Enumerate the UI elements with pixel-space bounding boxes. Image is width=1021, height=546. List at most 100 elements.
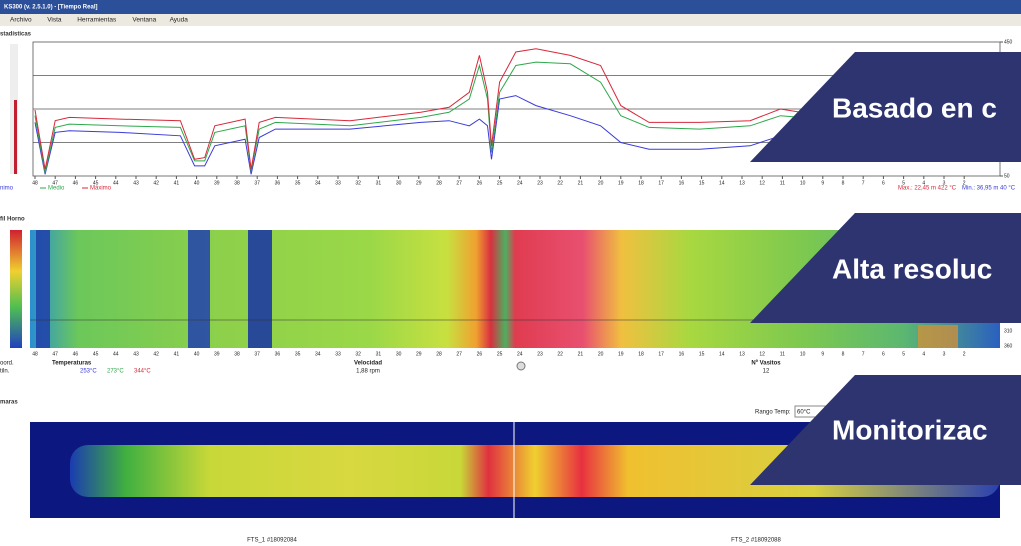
x-tick-label: 40 xyxy=(194,180,200,186)
camera-name: FTS_2 #18092088 xyxy=(731,538,781,544)
window-title: KS300 (v. 2.5.1.0) - [Tiempo Real] xyxy=(4,5,97,11)
heatmap-band xyxy=(188,230,210,348)
x-tick-label: 42 xyxy=(153,351,159,357)
x-tick-label: 11 xyxy=(780,351,785,357)
title-bar xyxy=(0,0,1021,14)
x-tick-label: 6 xyxy=(882,180,885,186)
x-tick-label: 44 xyxy=(113,351,119,357)
x-tick-label: 31 xyxy=(376,351,382,357)
x-tick-label: 8 xyxy=(842,180,845,186)
legend-label: Máximo xyxy=(90,186,112,192)
x-tick-label: 11 xyxy=(780,180,785,186)
x-tick-label: 41 xyxy=(174,351,180,357)
x-tick-label: 3 xyxy=(943,351,946,357)
x-tick-label: 40 xyxy=(194,351,200,357)
min-note: Min.: 36,95 m 40 °C xyxy=(962,186,1016,192)
x-tick-label: 35 xyxy=(295,351,301,357)
x-tick-label: 23 xyxy=(537,180,543,186)
camera-name: FTS_1 #18092084 xyxy=(247,538,297,544)
status: oord.tiln.Temperaturas253°C273°C344°CVel… xyxy=(0,361,781,375)
x-tick-label: 20 xyxy=(598,180,604,186)
x-tick-label: 14 xyxy=(719,180,725,186)
x-tick-label: 46 xyxy=(73,351,79,357)
x-tick-label: 43 xyxy=(133,351,139,357)
legend-label: nimo xyxy=(0,186,14,192)
x-tick-label: 17 xyxy=(658,180,664,186)
x-tick-label: 41 xyxy=(174,180,180,186)
x-tick-label: 19 xyxy=(618,351,624,357)
x-tick-label: 13 xyxy=(739,351,745,357)
x-tick-label: 21 xyxy=(578,351,584,357)
x-tick-label: 36 xyxy=(275,351,281,357)
x-tick-label: 38 xyxy=(234,180,240,186)
banner-text: Basado en c xyxy=(832,92,997,123)
heatmap-band xyxy=(918,325,958,348)
banner-text: Monitorizac xyxy=(832,414,988,445)
temperature: 344°C xyxy=(134,369,151,375)
heatmap-band xyxy=(248,230,272,348)
y-tick-label: 450 xyxy=(1004,39,1013,45)
x-tick-label: 25 xyxy=(497,351,503,357)
x-tick-label: 5 xyxy=(902,351,905,357)
legend-label: Medio xyxy=(48,186,65,192)
x-tick-label: 30 xyxy=(396,180,402,186)
x-tick-label: 29 xyxy=(416,180,422,186)
status-value: 1,88 rpm xyxy=(356,369,380,375)
x-tick-label: 42 xyxy=(153,180,159,186)
x-tick-label: 10 xyxy=(800,180,806,186)
x-tick-label: 32 xyxy=(355,351,361,357)
x-tick-label: 14 xyxy=(719,351,725,357)
x-tick-label: 16 xyxy=(679,180,685,186)
x-tick-label: 39 xyxy=(214,180,220,186)
x-tick-label: 37 xyxy=(254,351,260,357)
menu-item[interactable]: Ventana xyxy=(132,17,156,24)
x-tick-label: 39 xyxy=(214,351,220,357)
status-value: 12 xyxy=(763,369,770,375)
x-tick-label: 48 xyxy=(32,180,38,186)
x-tick-label: 16 xyxy=(679,351,685,357)
x-tick-label: 27 xyxy=(456,351,462,357)
x-tick-label: 13 xyxy=(739,180,745,186)
x-tick-label: 17 xyxy=(658,351,664,357)
status-label: Temperaturas xyxy=(52,361,92,367)
menu-item[interactable]: Herramientas xyxy=(77,17,117,24)
menu-item[interactable]: Ayuda xyxy=(170,17,189,24)
x-tick-label: 22 xyxy=(557,351,563,357)
x-tick-label: 6 xyxy=(882,351,885,357)
x-tick-label: 2 xyxy=(963,351,966,357)
heatmap-band xyxy=(36,230,50,348)
x-tick-label: 33 xyxy=(335,180,341,186)
color-scale xyxy=(10,230,22,348)
x-tick-label: 47 xyxy=(52,351,58,357)
x-tick-label: 27 xyxy=(456,180,462,186)
x-tick-label: 7 xyxy=(862,180,865,186)
x-tick-label: 30 xyxy=(396,351,402,357)
x-tick-label: 21 xyxy=(578,180,584,186)
max-note: Max.: 22,45 m 422 °C xyxy=(898,186,957,192)
status-label: oord. xyxy=(0,361,14,367)
x-tick-label: 8 xyxy=(842,351,845,357)
menu-item[interactable]: Vista xyxy=(47,17,62,24)
scale-label: 310 xyxy=(1004,328,1013,334)
x-tick-label: 15 xyxy=(699,351,705,357)
x-tick-label: 24 xyxy=(517,180,523,186)
x-tick-label: 29 xyxy=(416,351,422,357)
scale-strip xyxy=(14,100,17,174)
menu-item[interactable]: Archivo xyxy=(10,17,32,24)
x-tick-label: 26 xyxy=(477,180,483,186)
x-tick-label: 38 xyxy=(234,351,240,357)
x-tick-label: 46 xyxy=(73,180,79,186)
x-tick-label: 24 xyxy=(517,351,523,357)
y-tick-label: 50 xyxy=(1004,173,1010,179)
speed-icon xyxy=(517,362,525,370)
x-tick-label: 23 xyxy=(537,351,543,357)
range-value: 60°C xyxy=(797,410,811,416)
x-tick-label: 4 xyxy=(922,351,925,357)
temperature: 253°C xyxy=(80,369,97,375)
x-tick-label: 22 xyxy=(557,180,563,186)
x-tick-label: 15 xyxy=(699,180,705,186)
section-title: stadísticas xyxy=(0,32,32,38)
x-tick-label: 9 xyxy=(821,351,824,357)
x-tick-label: 43 xyxy=(133,180,139,186)
temperature: 273°C xyxy=(107,369,124,375)
